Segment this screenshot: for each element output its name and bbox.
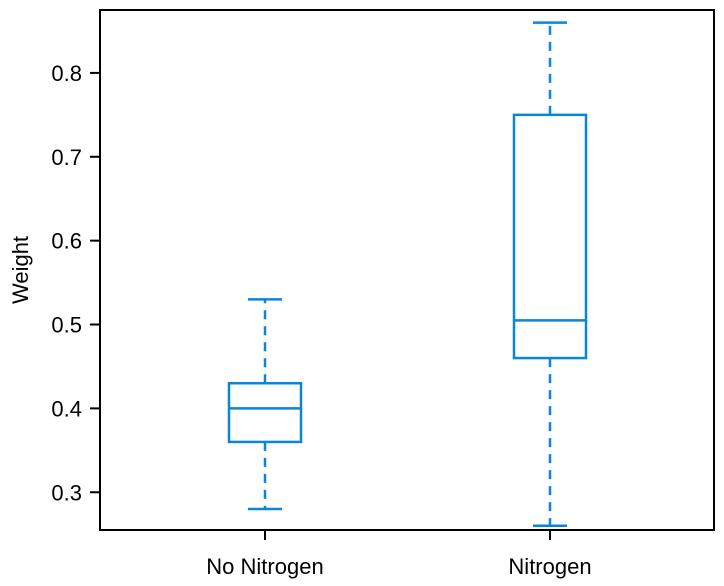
y-tick-label: 0.7 (51, 145, 82, 170)
y-axis-ticks: 0.3 0.4 0.5 0.6 0.7 0.8 (51, 61, 100, 505)
x-tick-label: Nitrogen (508, 554, 591, 579)
y-tick-label: 0.3 (51, 480, 82, 505)
plot-frame (99, 9, 715, 531)
x-axis-ticks: No Nitrogen Nitrogen (206, 530, 592, 579)
box-group (512, 21, 588, 528)
iqr-box (512, 113, 588, 360)
y-axis-label: Weight (8, 236, 33, 304)
y-tick-label: 0.5 (51, 313, 82, 338)
y-tick-label: 0.6 (51, 229, 82, 254)
y-tick-label: 0.4 (51, 396, 82, 421)
box-series (227, 21, 588, 528)
x-tick-label: No Nitrogen (206, 554, 323, 579)
y-tick-label: 0.8 (51, 61, 82, 86)
iqr-box (227, 381, 303, 444)
box-group (227, 298, 303, 511)
